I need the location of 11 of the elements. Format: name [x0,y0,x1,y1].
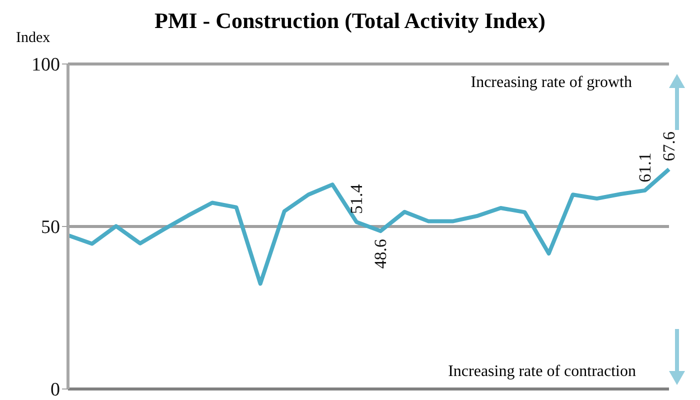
y-tick-label: 100 [32,54,60,76]
data-label: 61.1 [635,152,654,182]
data-label: 51.4 [346,184,366,214]
chart-title: PMI - Construction (Total Activity Index) [154,8,546,33]
data-label: 48.6 [371,239,390,269]
data-label: 67.6 [660,132,678,162]
annotation: Increasing rate of growth [470,74,632,92]
y-tick-label: 50 [41,217,60,238]
annotation: Increasing rate of contraction [448,363,636,381]
y-tick-label: 0 [50,380,60,400]
y-axis-title: Index [16,30,50,47]
